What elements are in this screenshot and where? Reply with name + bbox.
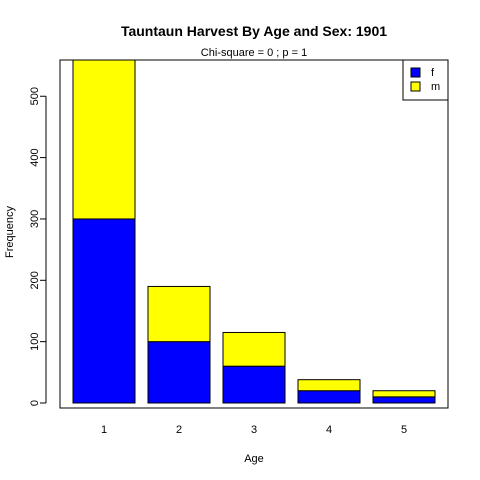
legend-box — [402, 59, 449, 101]
legend-label-m: m — [431, 81, 440, 93]
legend-swatch-m — [410, 81, 421, 92]
bar-f-age-1 — [72, 218, 136, 404]
legend-label-f: f — [431, 67, 435, 79]
x-tick-label: 5 — [401, 424, 407, 436]
legend: fm — [402, 59, 449, 101]
x-tick-label: 1 — [101, 424, 107, 436]
bar-m-age-5 — [372, 390, 436, 398]
bar-m-age-4 — [297, 379, 361, 392]
chart-title: Tauntaun Harvest By Age and Sex: 1901 — [121, 23, 387, 39]
y-tick-label: 400 — [29, 148, 41, 166]
bar-f-age-5 — [372, 396, 436, 404]
x-tick-label: 2 — [176, 424, 182, 436]
y-tick-label: 0 — [29, 400, 41, 406]
y-tick-label: 300 — [29, 210, 41, 228]
x-axis: 1 2 3 4 5 — [101, 424, 407, 436]
bars-group — [72, 59, 436, 404]
bar-m-age-1 — [72, 59, 136, 220]
legend-swatch-f — [410, 67, 421, 78]
y-tick-label: 200 — [29, 271, 41, 289]
bar-m-age-2 — [147, 285, 211, 343]
plot-frame — [59, 59, 449, 409]
bar-f-age-2 — [147, 341, 211, 404]
y-tick-label: 100 — [29, 332, 41, 350]
y-axis: 0 100 200 300 400 500 — [29, 87, 47, 406]
y-tick-label: 500 — [29, 87, 41, 105]
y-axis-title: Frequency — [4, 206, 16, 258]
bar-m-age-3 — [222, 331, 286, 367]
x-tick-label: 4 — [326, 424, 332, 436]
x-tick-label: 3 — [251, 424, 257, 436]
chart-subtitle: Chi-square = 0 ; p = 1 — [201, 47, 307, 59]
bar-f-age-3 — [222, 365, 286, 404]
x-axis-title: Age — [244, 453, 264, 465]
bar-f-age-4 — [297, 390, 361, 404]
